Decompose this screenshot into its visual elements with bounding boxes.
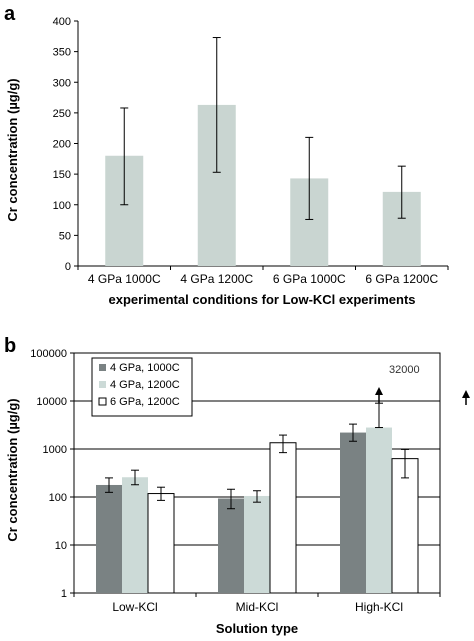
panel-b-legend-label: 6 GPa, 1200C	[110, 396, 180, 408]
panel-a-category-label: 4 GPa 1200C	[180, 272, 253, 286]
panel-b-offscale-arrow	[375, 387, 383, 404]
panel-a-error-bar	[397, 165, 406, 219]
panel-a-chart: a Cr concentration (µg/g) experimental c…	[4, 3, 449, 307]
panel-b-bar	[269, 442, 297, 594]
panel-b-bar	[218, 498, 244, 593]
panel-b-annotation-label: 32000	[389, 364, 420, 376]
panel-b-error-bar	[349, 423, 357, 442]
panel-a-category-label: 6 GPa 1000C	[273, 272, 346, 286]
panel-b-y-tick-label: 10	[55, 540, 67, 552]
panel-b-category-label: Mid-KCl	[236, 600, 279, 614]
panel-a-y-tick-label: 100	[53, 200, 71, 212]
panel-a-category-label: 4 GPa 1000C	[88, 272, 161, 286]
panel-b-legend-label: 4 GPa, 1200C	[110, 379, 180, 391]
panel-b-category-label: Low-KCl	[112, 600, 157, 614]
panel-b-arrow-head	[375, 387, 383, 395]
panel-b-bar	[96, 484, 122, 593]
panel-b-error-bar	[227, 488, 235, 510]
panel-b-bar	[340, 432, 366, 593]
panel-b-legend-swatch	[99, 381, 106, 388]
panel-a-y-tick-label: 200	[53, 139, 71, 151]
panel-b-legend: 4 GPa, 1000C 4 GPa, 1200C 6 GPa, 1200C	[91, 357, 193, 417]
panel-b-error-bar	[157, 486, 165, 501]
panel-a-error-bar	[212, 37, 221, 173]
panel-b-label: b	[4, 335, 16, 357]
panel-b-y-tick-label: 10000	[36, 396, 67, 408]
panel-b-bar	[244, 495, 270, 593]
panel-b-bar	[391, 458, 419, 594]
panel-b-error-bar	[279, 434, 287, 454]
panel-a-y-tick-label: 150	[53, 169, 71, 181]
panel-b-error-bar	[105, 477, 113, 493]
panel-b-error-bar	[401, 448, 409, 479]
panel-b-y-axis-title: Cr concentration (µg/g)	[5, 398, 20, 541]
panel-a-y-tick-label: 400	[53, 16, 71, 28]
panel-a-category-label: 6 GPa 1200C	[365, 272, 438, 286]
panel-a-error-bar	[305, 136, 314, 220]
panel-b-legend-swatch	[99, 364, 106, 371]
panel-a-y-tick-label: 350	[53, 47, 71, 59]
panel-b-legend-label: 4 GPa, 1000C	[110, 362, 180, 374]
panel-a-y-tick-label: 0	[65, 261, 71, 273]
panel-b-legend-box	[91, 357, 193, 417]
panel-a-y-tick-label: 50	[59, 230, 71, 242]
panel-a-x-axis-title: experimental conditions for Low-KCl expe…	[109, 292, 416, 307]
panel-b-error-bar	[375, 402, 383, 429]
panel-b-error-bar	[131, 469, 139, 486]
panel-b-bar	[366, 427, 392, 593]
panel-b-y-tick-label: 1000	[43, 444, 67, 456]
panel-b-legend-swatch	[98, 397, 107, 406]
panel-a-label: a	[4, 3, 16, 25]
panel-b-error-bar	[253, 490, 261, 503]
panel-b-bar	[122, 477, 148, 593]
panel-a-y-tick-label: 250	[53, 108, 71, 120]
panel-b-y-tick-label: 100000	[30, 348, 67, 360]
panel-b-x-axis-title: Solution type	[216, 621, 298, 636]
panel-b-outside-arrow-icon	[462, 390, 470, 405]
panel-b-chart: b Cr concentration (µg/g) Solution type …	[4, 335, 470, 636]
panel-b-category-label: High-KCl	[355, 600, 403, 614]
panel-b-outside-arrow-head	[462, 390, 470, 398]
panel-b-y-tick-label: 100	[49, 492, 67, 504]
panel-a-y-axis-title: Cr concentration (µg/g)	[5, 78, 20, 221]
panel-a-y-tick-label: 300	[53, 77, 71, 89]
panel-b-bar	[147, 493, 175, 594]
panel-a-error-bar	[120, 107, 129, 206]
panel-b-y-tick-label: 1	[61, 588, 67, 600]
